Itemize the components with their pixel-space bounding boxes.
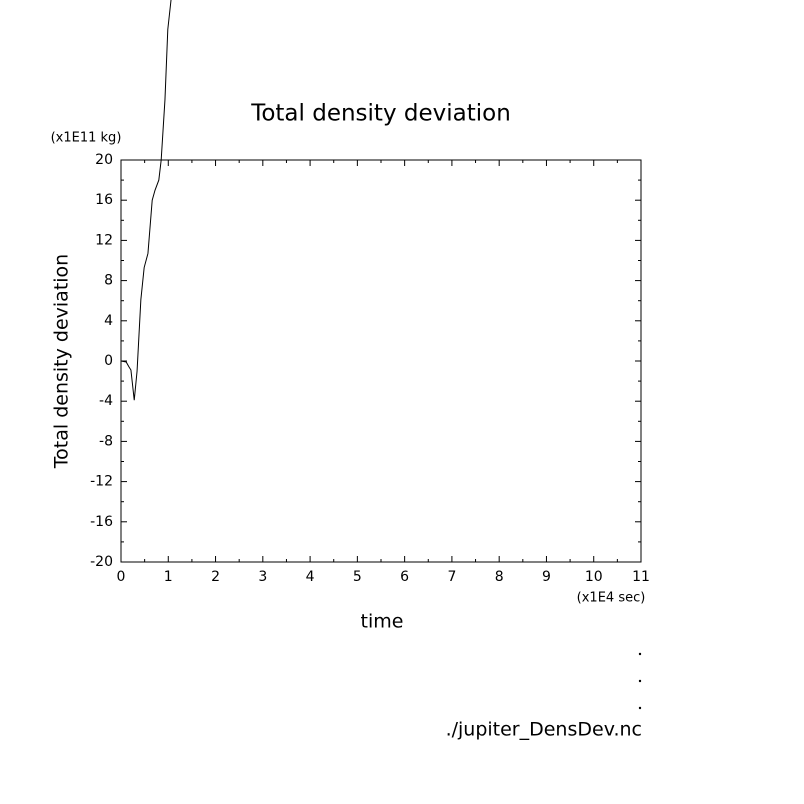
y-tick-label: -12 [90,474,113,490]
y-tick-label: -4 [99,393,113,409]
dot [638,652,642,656]
y-tick-label: 8 [104,273,113,289]
x-tick-label: 0 [117,569,126,585]
dot [638,706,642,710]
y-tick-label: 4 [104,313,113,329]
y-tick-label: -8 [99,433,113,449]
data-line [120,0,172,401]
x-tick-label: 5 [353,569,362,585]
x-tick-label: 10 [585,569,603,585]
x-tick-label: 1 [164,569,173,585]
x-tick-label: 4 [306,569,315,585]
y-tick-label: -20 [90,554,113,570]
x-tick-label: 8 [495,569,504,585]
x-tick-label: 2 [211,569,220,585]
x-tick-label: 7 [447,569,456,585]
x-tick-label: 11 [632,569,650,585]
y-tick-label: 0 [104,353,113,369]
x-tick-label: 6 [400,569,409,585]
y-tick-label: -16 [90,514,113,530]
x-tick-label: 3 [258,569,267,585]
x-tick-label: 9 [542,569,551,585]
y-axis-label: Total density deviation [51,254,73,469]
chart-title: Total density deviation [250,101,511,127]
footer: ./jupiter_DensDev.nc [446,719,642,741]
x-unit: (x1E4 sec) [577,591,646,606]
y-tick-label: 20 [95,152,113,168]
dot [638,679,642,683]
y-tick-label: 12 [95,232,113,248]
y-tick-label: 16 [95,192,113,208]
x-axis-label: time [361,611,404,633]
y-unit: (x1E11 kg) [51,131,122,146]
